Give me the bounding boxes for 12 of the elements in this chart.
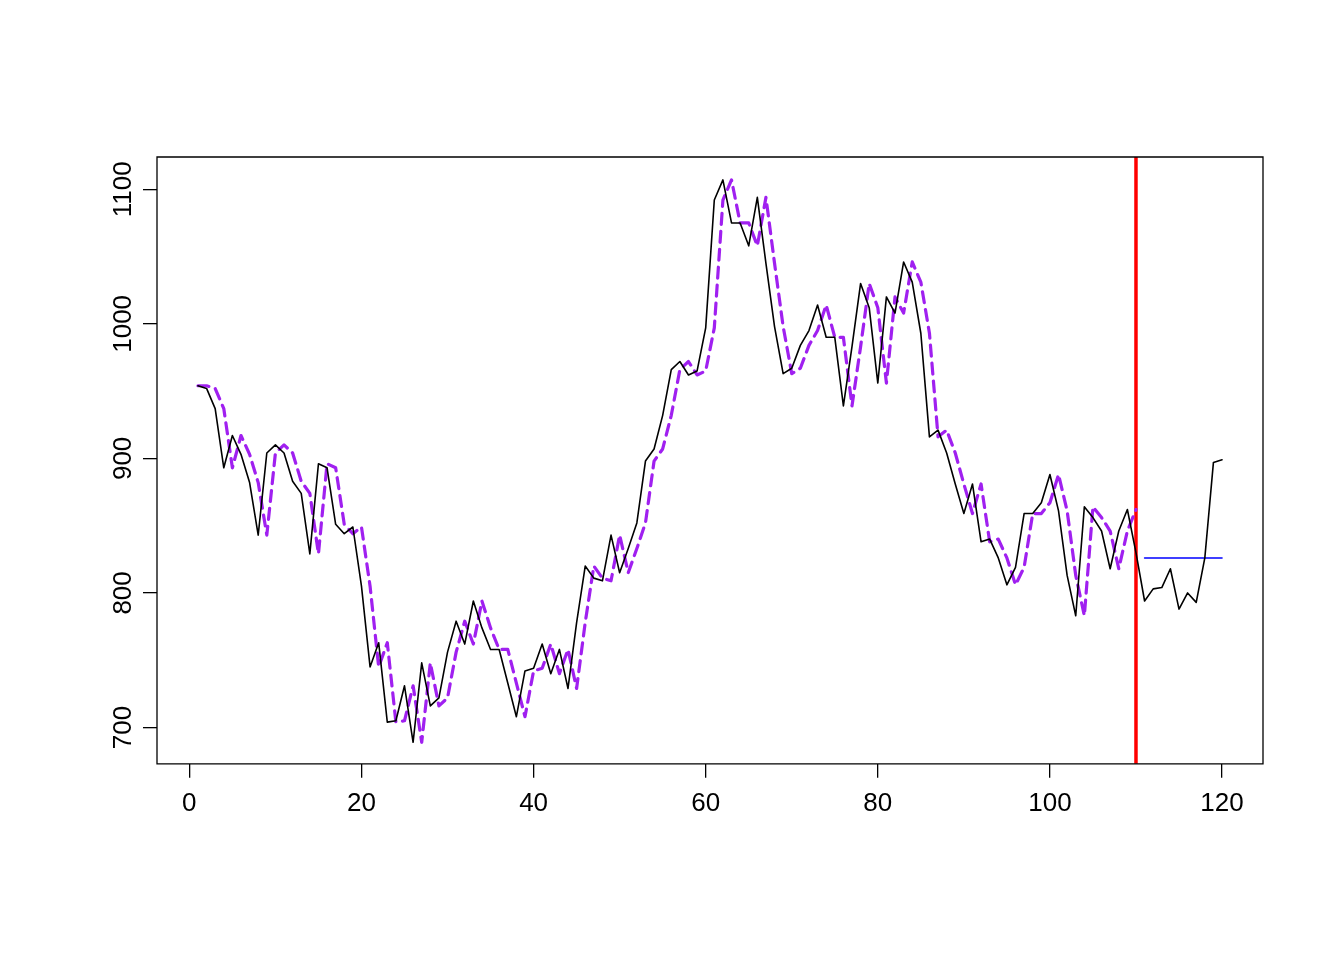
- y-tick-label: 1100: [107, 161, 138, 218]
- y-tick-label: 900: [107, 436, 138, 481]
- x-tick-label: 60: [691, 786, 721, 817]
- x-tick-label: 80: [863, 786, 893, 817]
- x-tick-label: 20: [347, 786, 376, 817]
- x-tick-label: 100: [1028, 786, 1072, 817]
- y-tick-label: 700: [107, 705, 138, 750]
- y-tick-label: 1000: [107, 294, 138, 353]
- x-tick-label: 0: [182, 786, 197, 817]
- y-tick-label: 800: [107, 571, 138, 615]
- x-tick-label: 120: [1200, 786, 1244, 817]
- x-tick-label: 40: [519, 786, 549, 817]
